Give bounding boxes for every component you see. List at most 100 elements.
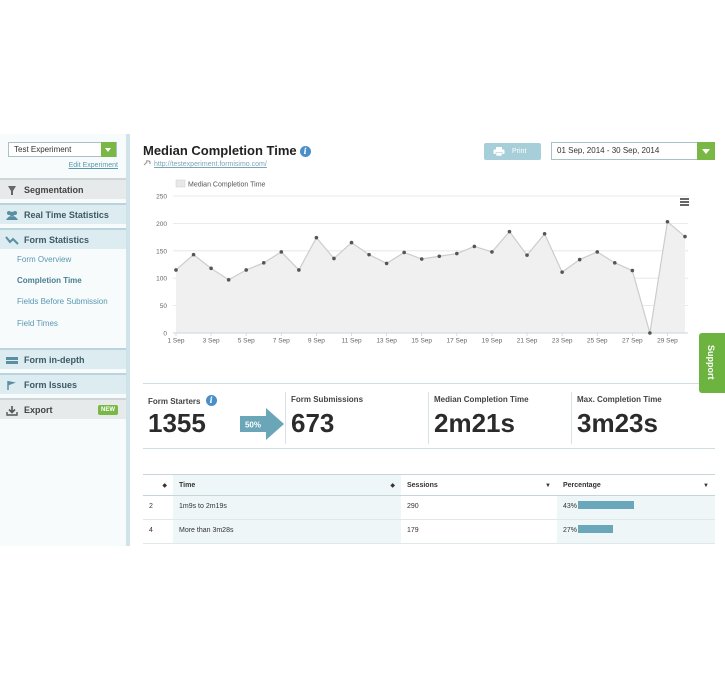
layers-icon [6, 357, 18, 364]
funnel-icon [8, 186, 16, 195]
x-tick-label: 23 Sep [552, 338, 573, 345]
y-tick-label: 50 [160, 303, 168, 310]
sidebar-item-form-statistics[interactable]: Form Statistics [0, 228, 126, 249]
max-completion-value: 3m23s [577, 408, 658, 438]
sessions-column-label: Sessions [407, 482, 438, 489]
sidebar-item-export[interactable]: Export NEW [0, 398, 126, 419]
flag-icon [7, 381, 16, 390]
x-tick-label: 21 Sep [517, 338, 538, 345]
data-point [244, 268, 249, 272]
median-completion-value: 2m21s [434, 408, 515, 438]
data-point [560, 270, 564, 274]
legend-swatch [175, 179, 186, 188]
y-tick-label: 150 [156, 248, 167, 255]
users-icon [6, 211, 18, 220]
sessions-column-header[interactable]: Sessions ▼ [401, 475, 557, 495]
conversion-rate: 50% [245, 421, 261, 430]
support-tab-label: Support [706, 345, 716, 380]
page-title-text: Median Completion Time [143, 143, 297, 158]
percentage-bar [578, 501, 635, 509]
percentage-value: 27% [563, 527, 578, 534]
data-point [261, 261, 266, 265]
percentage-bar [578, 525, 614, 533]
support-tab[interactable]: Support [699, 333, 725, 393]
sidebar-item-form-issues[interactable]: Form Issues [0, 373, 126, 394]
y-tick-label: 0 [163, 331, 167, 338]
data-point [455, 251, 459, 256]
sidebar-subitem-fields-before-submission[interactable]: Fields Before Submission [17, 297, 108, 306]
page-title: Median Completion Time i [143, 143, 311, 158]
sidebar-item-segmentation[interactable]: Segmentation [0, 178, 126, 199]
sidebar-item-label: Real Time Statistics [24, 210, 109, 220]
x-tick-label: 29 Sep [657, 338, 678, 345]
time-cell: 1m9s to 2m19s [173, 496, 401, 519]
data-point [577, 257, 582, 262]
percentage-column-label: Percentage [563, 482, 601, 489]
table-header: ◆ Time ◆ Sessions ▼ Percentage ▼ [143, 474, 715, 496]
data-point [542, 232, 547, 236]
chart-line-icon [5, 236, 19, 245]
percentage-value: 43% [563, 503, 578, 510]
date-range-select[interactable]: 01 Sep, 2014 - 30 Sep, 2014 [551, 142, 715, 160]
experiment-url: http://testexperiment.formisimo.com/ [143, 160, 267, 168]
table-row[interactable]: 2 1m9s to 2m19s 290 43% [143, 496, 715, 520]
data-point [209, 266, 213, 271]
data-point [472, 244, 477, 249]
legend-label: Median Completion Time [188, 182, 266, 189]
series-area [176, 221, 685, 333]
chart-menu-icon[interactable] [680, 198, 689, 206]
form-starters-label: Form Starters i [148, 395, 217, 406]
x-tick-label: 19 Sep [482, 338, 503, 345]
print-button[interactable]: Print [484, 143, 541, 160]
sidebar-item-label: Form in-depth [24, 355, 85, 365]
form-starters-label-text: Form Starters [148, 397, 201, 406]
edit-experiment-link[interactable]: Edit Experiment [68, 162, 118, 169]
experiment-url-link[interactable]: http://testexperiment.formisimo.com/ [154, 161, 267, 168]
info-icon[interactable]: i [205, 395, 217, 406]
x-tick-label: 5 Sep [238, 338, 255, 345]
experiment-select[interactable]: Test Experiment [8, 142, 117, 157]
data-point [314, 235, 319, 240]
rank-column-header[interactable]: ◆ [143, 475, 173, 495]
sort-desc-icon[interactable]: ▼ [703, 483, 709, 489]
data-point [630, 268, 635, 273]
sidebar-item-real-time-statistics[interactable]: Real Time Statistics [0, 203, 126, 224]
sort-icon[interactable]: ◆ [390, 483, 395, 489]
info-icon[interactable]: i [299, 146, 311, 157]
x-tick-label: 25 Sep [587, 338, 608, 345]
print-button-label: Print [512, 148, 527, 155]
completion-time-chart: Median Completion Time 0 50 100 150 200 250 1 S… [156, 179, 688, 345]
sidebar-item-form-in-depth[interactable]: Form in-depth [0, 348, 126, 369]
sidebar-item-label: Form Statistics [24, 235, 90, 245]
experiment-select-value: Test Experiment [14, 145, 72, 154]
time-column-header[interactable]: Time ◆ [173, 475, 401, 495]
printer-icon [493, 147, 505, 156]
chevron-down-icon[interactable] [101, 142, 116, 157]
sidebar-subitem-form-overview[interactable]: Form Overview [17, 255, 72, 264]
form-starters-value: 1355 [148, 408, 206, 438]
percentage-column-header[interactable]: Percentage ▼ [557, 475, 715, 495]
sessions-cell: 290 [407, 503, 419, 510]
series-line [175, 220, 686, 334]
data-point [191, 252, 196, 257]
table-row[interactable]: 4 More than 3m28s 179 27% [143, 520, 715, 544]
data-point [174, 268, 178, 272]
chevron-down-icon[interactable] [697, 142, 715, 160]
arrow-right-icon: 50% [240, 408, 284, 440]
new-badge: NEW [98, 405, 118, 415]
sidebar-subitem-field-times[interactable]: Field Times [17, 319, 58, 328]
form-submissions-value: 673 [291, 408, 335, 438]
y-tick-label: 250 [156, 194, 167, 201]
divider [285, 392, 286, 444]
date-range-value: 01 Sep, 2014 - 30 Sep, 2014 [557, 146, 660, 155]
sidebar-subitem-completion-time[interactable]: Completion Time [17, 276, 82, 285]
data-point [279, 250, 284, 254]
data-point [419, 257, 424, 261]
form-submissions-label: Form Submissions [291, 395, 364, 404]
data-point [507, 229, 512, 234]
sort-desc-icon[interactable]: ▼ [545, 483, 551, 489]
sort-icon[interactable]: ◆ [162, 483, 167, 489]
data-point [612, 261, 617, 265]
x-tick-label: 1 Sep [168, 338, 185, 345]
sidebar-item-label: Export [24, 405, 53, 415]
